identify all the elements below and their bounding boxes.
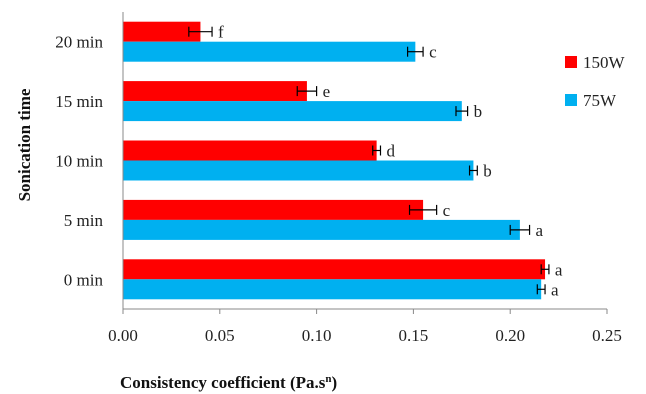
errorbar-75W-0-min <box>536 284 546 295</box>
x-axis-title-end: ) <box>332 373 338 392</box>
bar-75W-20-min <box>123 41 416 62</box>
errorbar-75W-10-min <box>468 165 478 176</box>
bar-150W-15-min <box>123 81 307 102</box>
sig-letter-150W-10-min: d <box>386 142 395 161</box>
y-category-label: 5 min <box>64 211 104 230</box>
x-axis-title-sup: n <box>325 373 331 385</box>
bar-150W-0-min <box>123 259 546 280</box>
x-axis-title-main: Consistency coefficient (Pa.s <box>120 373 326 392</box>
x-tick-label: 0.05 <box>205 326 235 345</box>
legend: 150W 75W <box>565 53 626 110</box>
errorbar-75W-20-min <box>406 46 424 57</box>
sig-letter-75W-10-min: b <box>483 162 492 181</box>
x-tick-label: 0.25 <box>592 326 622 345</box>
sig-letter-75W-0-min: a <box>551 280 559 299</box>
bars-group <box>123 21 546 300</box>
errorbar-150W-10-min <box>372 145 382 156</box>
sig-letter-75W-5-min: a <box>536 221 544 240</box>
y-axis-title: Sonication time <box>15 88 34 201</box>
x-tick-label: 0.10 <box>302 326 332 345</box>
legend-swatch-75W <box>565 94 577 106</box>
x-tick-label: 0.20 <box>495 326 525 345</box>
sig-letter-75W-15-min: b <box>474 102 483 121</box>
sig-letter-150W-0-min: a <box>555 260 563 279</box>
y-category-labels: 0 min 5 min 10 min 15 min 20 min <box>55 33 103 290</box>
legend-label-150W: 150W <box>583 53 626 72</box>
x-ticks: 0.00 0.05 0.10 0.15 0.20 0.25 <box>108 309 622 345</box>
legend-label-75W: 75W <box>583 91 617 110</box>
errorbar-150W-5-min <box>408 204 438 215</box>
bar-75W-0-min <box>123 279 542 300</box>
errorbar-75W-15-min <box>455 106 469 117</box>
bar-150W-5-min <box>123 199 424 220</box>
x-tick-label: 0.15 <box>399 326 429 345</box>
bar-150W-10-min <box>123 140 377 161</box>
sig-letter-150W-5-min: c <box>443 201 451 220</box>
errorbar-75W-5-min <box>509 224 531 235</box>
sig-letter-150W-15-min: e <box>323 82 331 101</box>
x-tick-label: 0.00 <box>108 326 138 345</box>
errorbar-150W-20-min <box>188 26 213 37</box>
x-axis-title: Consistency coefficient (Pa.sn) <box>120 373 337 392</box>
y-category-label: 0 min <box>64 270 104 289</box>
errorbars-group <box>188 26 550 295</box>
errorbar-150W-0-min <box>540 264 550 275</box>
bar-150W-20-min <box>123 21 201 42</box>
y-category-label: 15 min <box>55 92 103 111</box>
errorbar-150W-15-min <box>296 86 318 97</box>
bar-75W-5-min <box>123 219 520 240</box>
bar-75W-10-min <box>123 160 474 181</box>
y-category-label: 20 min <box>55 33 103 52</box>
bar-75W-15-min <box>123 101 462 122</box>
y-category-label: 10 min <box>55 152 103 171</box>
sig-letter-75W-20-min: c <box>429 43 437 62</box>
sig-letter-150W-20-min: f <box>218 23 224 42</box>
legend-swatch-150W <box>565 56 577 68</box>
